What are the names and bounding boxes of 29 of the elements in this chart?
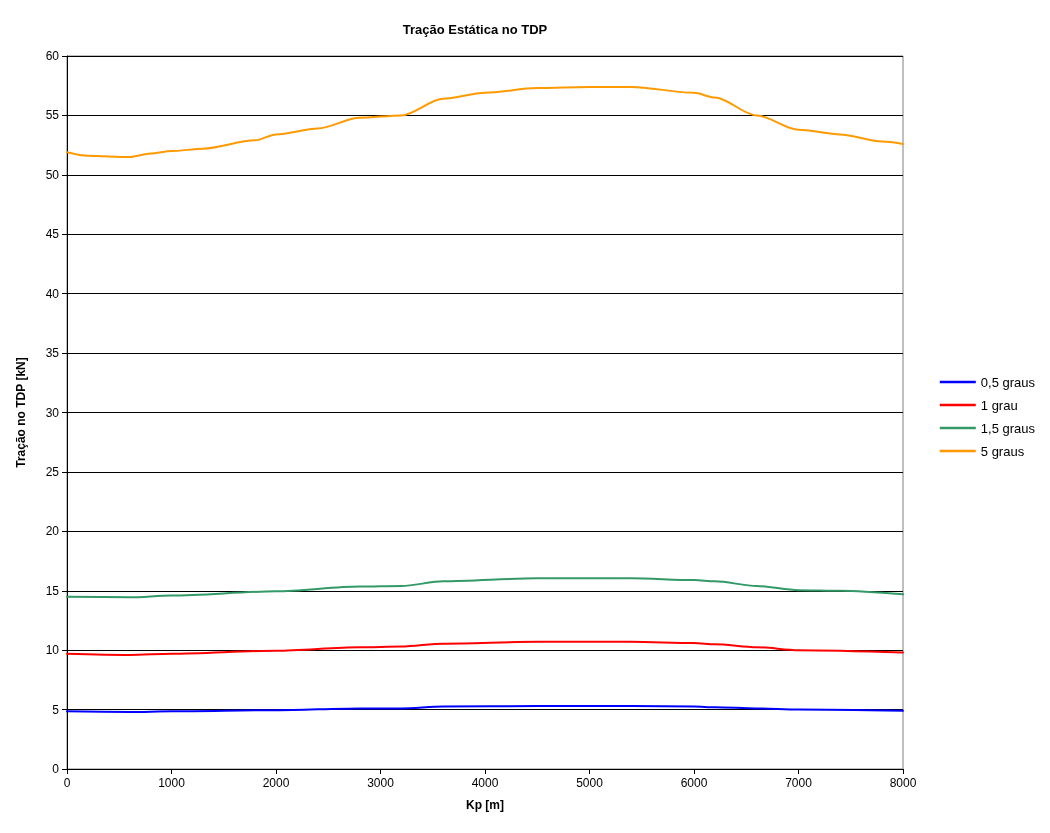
y-tick-label: 35 xyxy=(45,346,60,361)
x-tick-label: 8000 xyxy=(889,776,917,790)
x-tick-label: 4000 xyxy=(471,776,499,790)
legend-label: 1,5 graus xyxy=(980,420,1036,436)
legend-label: 0,5 graus xyxy=(980,374,1036,390)
x-tick-label: 5000 xyxy=(576,776,604,790)
y-tick-label: 10 xyxy=(45,643,60,658)
x-tick-label: 7000 xyxy=(785,776,813,790)
x-axis-title: Kp [m] xyxy=(466,798,504,812)
x-tick-label: 0 xyxy=(63,776,71,790)
y-tick-label: 55 xyxy=(45,108,60,123)
x-tick-label: 2000 xyxy=(262,776,290,790)
y-tick-label: 45 xyxy=(45,227,60,242)
y-tick-label: 20 xyxy=(45,524,60,539)
legend-label: 5 graus xyxy=(980,443,1025,459)
x-tick-label: 3000 xyxy=(367,776,395,790)
y-tick-label: 5 xyxy=(52,702,60,717)
y-tick-label: 50 xyxy=(45,167,60,182)
y-tick-label: 30 xyxy=(45,405,60,420)
x-tick-label: 6000 xyxy=(680,776,708,790)
y-tick-label: 40 xyxy=(45,286,60,301)
legend-label: 1 grau xyxy=(980,397,1018,413)
y-tick-label: 0 xyxy=(52,762,60,776)
y-tick-label: 25 xyxy=(45,464,60,479)
y-tick-label: 15 xyxy=(45,583,60,598)
x-tick-label: 1000 xyxy=(158,776,186,790)
chart-title: Tração Estática no TDP xyxy=(402,22,548,37)
y-axis-title: Tração no TDP [kN] xyxy=(14,357,28,468)
y-tick-label: 60 xyxy=(45,49,60,63)
